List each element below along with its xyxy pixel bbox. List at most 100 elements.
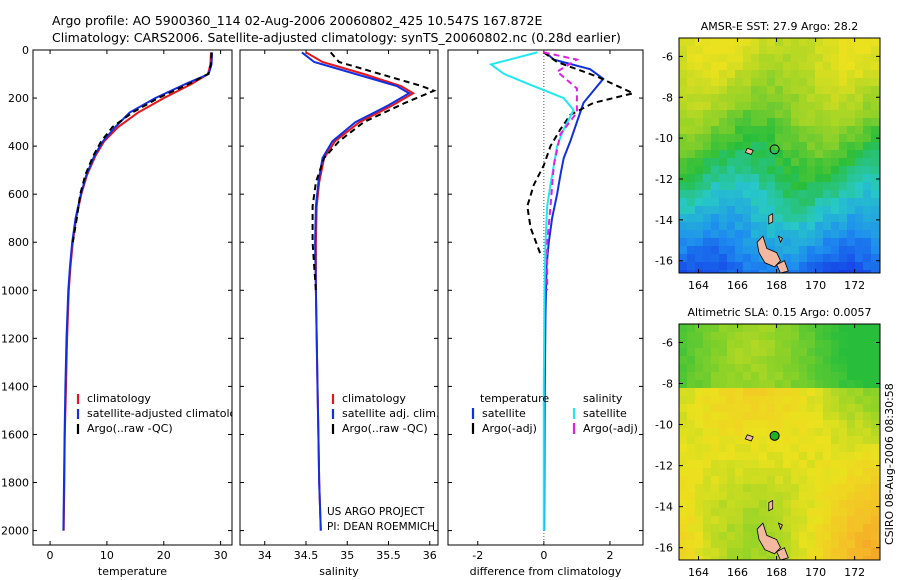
- map-cell: [823, 540, 832, 549]
- map-cell: [799, 388, 808, 397]
- map-cell: [703, 508, 712, 517]
- map-cell: [863, 548, 872, 557]
- map-cell: [703, 420, 712, 429]
- map-cell: [743, 238, 752, 247]
- map-cell: [831, 380, 840, 389]
- map-cell: [855, 54, 864, 63]
- map-cell: [711, 372, 720, 381]
- map-cell: [831, 86, 840, 95]
- map-cell: [831, 214, 840, 223]
- map-cell: [759, 556, 768, 560]
- depth-tick-label: 1000: [1, 284, 29, 297]
- map-cell: [751, 142, 760, 151]
- map-cell: [767, 46, 776, 55]
- map-cell: [791, 476, 800, 485]
- map-cell: [695, 198, 704, 207]
- map-cell: [807, 134, 816, 143]
- map-cell: [831, 270, 840, 273]
- map-cell: [743, 508, 752, 517]
- map-cell: [703, 452, 712, 461]
- map-cell: [783, 388, 792, 397]
- map-cell: [711, 388, 720, 397]
- map-cell: [823, 428, 832, 437]
- map-cell: [695, 404, 704, 413]
- map-cell: [679, 198, 688, 207]
- map-cell: [783, 324, 792, 333]
- map-cell: [807, 428, 816, 437]
- difference-legend-label: Argo(-adj): [482, 422, 537, 435]
- map-cell: [855, 436, 864, 445]
- map-cell: [799, 78, 808, 87]
- map-cell: [719, 238, 728, 247]
- map-cell: [743, 254, 752, 263]
- map-cell: [831, 420, 840, 429]
- map-cell: [759, 78, 768, 87]
- map-cell: [751, 222, 760, 231]
- map-cell: [791, 270, 800, 273]
- map-cell: [799, 444, 808, 453]
- map-cell: [687, 404, 696, 413]
- map-cell: [711, 492, 720, 501]
- map-cell: [799, 516, 808, 525]
- map-cell: [783, 516, 792, 525]
- map-cell: [823, 102, 832, 111]
- map-cell: [775, 94, 784, 103]
- map-cell: [815, 86, 824, 95]
- map-cell: [719, 230, 728, 239]
- map-cell: [767, 102, 776, 111]
- map-cell: [735, 134, 744, 143]
- map-cell: [735, 214, 744, 223]
- map-cell: [807, 404, 816, 413]
- map-cell: [839, 444, 848, 453]
- map-cell: [783, 396, 792, 405]
- map-cell: [719, 86, 728, 95]
- map-cell: [767, 190, 776, 199]
- map-cell: [679, 230, 688, 239]
- map-cell: [799, 134, 808, 143]
- map-cell: [823, 412, 832, 421]
- map-cell: [799, 70, 808, 79]
- map-cell: [791, 412, 800, 421]
- map-cell: [807, 70, 816, 79]
- map-cell: [783, 452, 792, 461]
- map-cell: [855, 206, 864, 215]
- map-cell: [719, 460, 728, 469]
- map-cell: [711, 548, 720, 557]
- map-cell: [703, 238, 712, 247]
- map-cell: [831, 508, 840, 517]
- sla-map-title: Altimetric SLA: 0.15 Argo: 0.0057: [687, 306, 871, 319]
- map-cell: [751, 516, 760, 525]
- map-cell: [807, 238, 816, 247]
- map-cell: [775, 150, 784, 159]
- map-cell: [703, 246, 712, 255]
- map-cell: [711, 332, 720, 341]
- map-cell: [839, 460, 848, 469]
- map-cell: [767, 38, 776, 47]
- map-cell: [799, 206, 808, 215]
- map-cell: [751, 404, 760, 413]
- map-cell: [815, 412, 824, 421]
- map-cell: [791, 206, 800, 215]
- map-cell: [871, 484, 880, 493]
- map-cell: [775, 460, 784, 469]
- map-cell: [719, 206, 728, 215]
- map-cell: [839, 468, 848, 477]
- map-cell: [783, 230, 792, 239]
- credit-stamp: CSIRO 08-Aug-2006 08:30:58: [883, 383, 896, 545]
- map-cell: [703, 150, 712, 159]
- map-cell: [751, 166, 760, 175]
- map-cell: [679, 340, 688, 349]
- map-cell: [863, 238, 872, 247]
- map-cell: [703, 86, 712, 95]
- map-cell: [815, 46, 824, 55]
- map-cell: [783, 484, 792, 493]
- map-cell: [871, 118, 880, 127]
- map-cell: [815, 246, 824, 255]
- map-cell: [815, 428, 824, 437]
- map-cell: [807, 214, 816, 223]
- map-cell: [783, 468, 792, 477]
- map-cell: [823, 532, 832, 541]
- temperature-xlabel: temperature: [98, 565, 167, 578]
- map-cell: [711, 158, 720, 167]
- map-cell: [815, 476, 824, 485]
